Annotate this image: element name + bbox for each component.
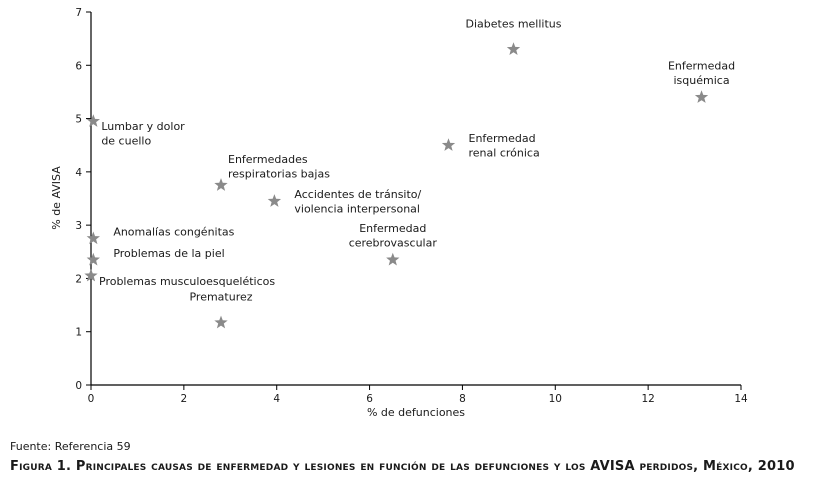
y-tick-label: 2	[75, 273, 82, 285]
y-tick-label: 3	[75, 220, 82, 232]
data-point-star	[214, 178, 228, 191]
point-labels: Diabetes mellitus Enfermedad isquémica Lumb…	[99, 17, 735, 303]
x-tick-label: 4	[273, 393, 280, 405]
point-label-line: violencia interpersonal	[294, 203, 420, 216]
point-label: Enfermedad renal crónica	[469, 132, 540, 160]
data-point-star	[386, 252, 400, 266]
x-tick-label: 14	[734, 393, 748, 405]
point-label-line: respiratorias bajas	[228, 168, 330, 181]
data-point-star	[86, 114, 100, 127]
point-label-line: Lumbar y dolor	[101, 120, 185, 133]
data-point-star	[214, 315, 228, 329]
point-label: Accidentes de tránsito/violencia interpe…	[294, 188, 421, 216]
y-axis-label: % de AVISA	[50, 166, 63, 230]
x-axis-label: % de defunciones	[367, 406, 465, 419]
point-label: Enfermedad isquémica	[668, 59, 735, 87]
point-label-line: Enfermedad	[668, 59, 735, 72]
point-label-line: Enfermedades	[228, 153, 308, 166]
point-label: Anomalías congénitas	[113, 225, 234, 238]
point-label: Enfermedad cerebrovascular	[349, 222, 438, 250]
point-label-line: renal crónica	[469, 147, 540, 160]
x-tick-label: 6	[366, 393, 373, 405]
point-label-line: Enfermedad	[469, 132, 536, 145]
data-point-star	[267, 194, 282, 207]
y-tick-label: 5	[75, 114, 82, 126]
data-point-star	[506, 42, 521, 55]
y-tick-label: 7	[75, 7, 82, 19]
data-point-star	[86, 252, 100, 266]
point-label: Problemas musculoesqueléticos	[99, 275, 275, 288]
data-point-star	[86, 231, 100, 245]
x-tick-label: 2	[181, 393, 188, 405]
point-label-line: Accidentes de tránsito/	[294, 188, 421, 201]
point-label-line: Problemas de la piel	[113, 247, 224, 260]
figure-caption: Figura 1. Principales causas de enfermed…	[10, 459, 795, 474]
y-tick-label: 1	[75, 327, 82, 339]
y-tick-label: 4	[75, 167, 82, 179]
point-label-line: de cuello	[101, 135, 151, 148]
point-label-line: isquémica	[673, 74, 729, 87]
data-point-star	[84, 268, 98, 282]
x-tick-label: 12	[641, 393, 654, 405]
point-label-line: Prematurez	[189, 291, 252, 304]
x-tick-label: 8	[459, 393, 466, 405]
data-point-star	[441, 138, 456, 151]
y-tick-label: 6	[75, 60, 82, 72]
point-label: Enfermedades respiratorias bajas	[228, 153, 330, 181]
data-points	[84, 42, 709, 329]
point-label-line: Enfermedad	[359, 222, 426, 235]
data-point-star	[694, 90, 709, 103]
x-tick-label: 0	[88, 393, 95, 405]
x-tick-label: 10	[549, 393, 562, 405]
point-label: Problemas de la piel	[113, 247, 224, 260]
point-label: Prematurez	[189, 291, 252, 304]
point-label-line: Anomalías congénitas	[113, 225, 234, 238]
point-label-line: Diabetes mellitus	[466, 17, 562, 30]
source-note: Fuente: Referencia 59	[10, 440, 131, 453]
point-label-line: Problemas musculoesqueléticos	[99, 275, 275, 288]
point-label: Diabetes mellitus	[466, 17, 562, 30]
y-tick-label: 0	[75, 380, 82, 392]
point-label: Lumbar y dolor de cuello	[101, 120, 185, 148]
point-label-line: cerebrovascular	[349, 236, 438, 249]
